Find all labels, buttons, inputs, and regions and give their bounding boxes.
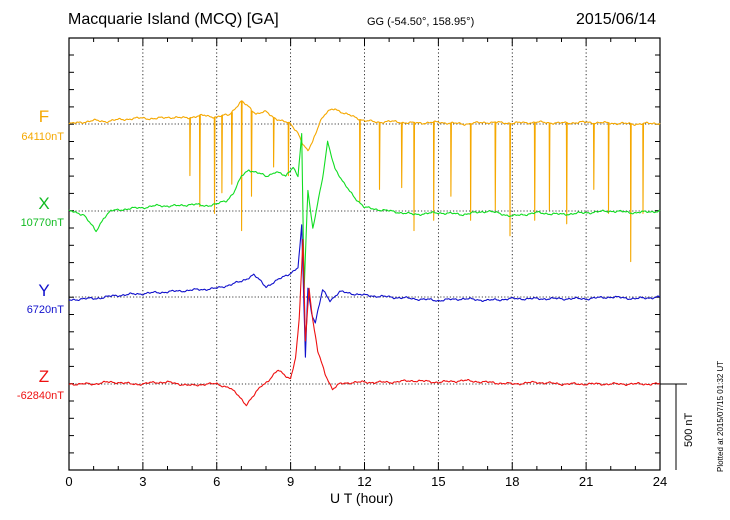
- series-baseline-f: 64110nT: [21, 131, 64, 143]
- trace-y: [68, 224, 661, 358]
- plotted-note: Plotted at 2015/07/15 01:32 UT: [716, 361, 725, 472]
- x-axis-label: U T (hour): [330, 490, 394, 506]
- series-name-x: X: [38, 194, 50, 213]
- baselines: [69, 123, 660, 385]
- x-tick-label: 9: [287, 474, 294, 489]
- x-tick-label: 18: [505, 474, 519, 489]
- series-name-z: Z: [38, 367, 50, 386]
- scale-bar-label: 500 nT: [683, 412, 695, 447]
- x-tick-label: 15: [431, 474, 445, 489]
- trace-f: [68, 100, 661, 263]
- x-tick-label: 24: [653, 474, 667, 489]
- x-tick-label: 12: [357, 474, 371, 489]
- series-name-f: F: [38, 107, 50, 126]
- series-name-y: Y: [38, 281, 50, 300]
- x-tick-label: 3: [139, 474, 146, 489]
- x-tick-label: 6: [213, 474, 220, 489]
- traces: [68, 100, 661, 407]
- trace-z: [68, 238, 661, 407]
- station-title: Macquarie Island (MCQ) [GA]: [68, 11, 279, 28]
- x-tick-labels: 0 3 6 9 12 15 18 21 24: [65, 474, 667, 489]
- trace-x: [68, 133, 661, 289]
- grid-lines: [142, 38, 587, 470]
- x-tick-label: 0: [65, 474, 72, 489]
- x-tick-label: 21: [579, 474, 593, 489]
- series-baseline-z: -62840nT: [16, 390, 64, 402]
- station-coordinates: GG (-54.50°, 158.95°): [367, 16, 475, 28]
- chart-date: 2015/06/14: [576, 11, 657, 28]
- scale-bar: 500 nT: [660, 383, 695, 470]
- series-baseline-y: 6720nT: [26, 304, 64, 316]
- series-baseline-x: 10770nT: [20, 217, 64, 229]
